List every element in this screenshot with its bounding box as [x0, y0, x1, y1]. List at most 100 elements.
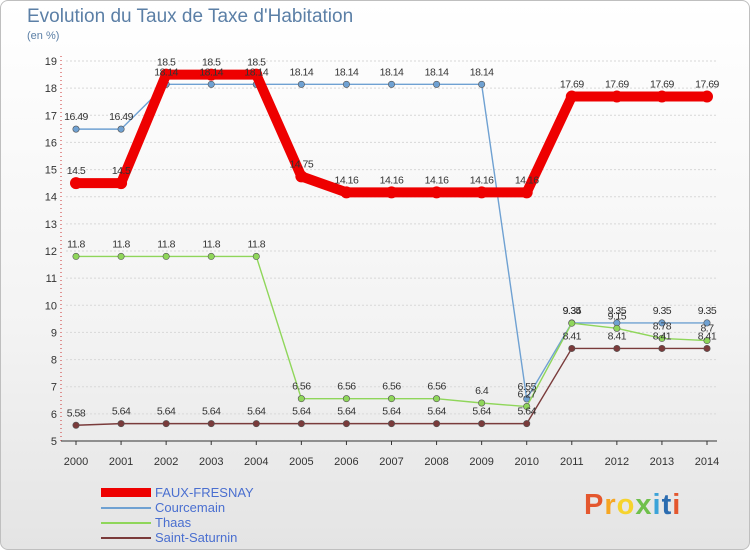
data-label: 11.8: [112, 238, 130, 250]
data-label: 6.27: [517, 389, 536, 401]
data-label: 11.8: [67, 238, 85, 250]
data-label: 5.64: [517, 406, 536, 418]
data-point: [297, 80, 305, 88]
data-label: 6.56: [337, 381, 356, 393]
data-point: [162, 420, 170, 428]
chart-subtitle: (en %): [27, 30, 60, 42]
data-label: 18.14: [470, 66, 494, 78]
x-tick-label: 2014: [695, 456, 719, 468]
y-tick-label: 15: [45, 165, 57, 177]
x-tick-label: 2006: [334, 456, 358, 468]
data-label: 8.41: [608, 330, 627, 342]
data-point: [655, 90, 668, 103]
data-label: 6.56: [382, 381, 401, 393]
logo-letter: r: [604, 489, 617, 521]
data-label: 9.35: [698, 305, 717, 317]
data-point: [117, 125, 125, 133]
data-point: [70, 177, 82, 190]
data-label: 16.49: [64, 111, 88, 123]
data-point: [342, 395, 350, 403]
y-tick-label: 11: [46, 273, 57, 285]
data-point: [385, 186, 398, 199]
data-point: [117, 252, 125, 260]
y-tick-label: 6: [51, 409, 57, 421]
data-label: 5.64: [112, 406, 131, 418]
data-label: 18.14: [289, 66, 313, 78]
data-label: 18.14: [380, 66, 404, 78]
data-point: [523, 420, 531, 428]
logo-letter: P: [584, 489, 605, 521]
legend-swatch: [101, 537, 151, 539]
data-point: [613, 344, 621, 352]
data-label: 6.56: [292, 381, 311, 393]
chart-title: Evolution du Taux de Taxe d'Habitation: [27, 6, 354, 27]
data-point: [160, 68, 173, 81]
data-label: 14.5: [67, 165, 86, 177]
series-lines: [70, 68, 713, 429]
y-tick-label: 16: [45, 137, 57, 149]
x-tick-label: 2012: [605, 456, 629, 468]
logo-letter: t: [661, 489, 673, 521]
data-point: [433, 80, 441, 88]
data-label: 5.64: [157, 406, 176, 418]
data-label: 5.58: [67, 407, 86, 419]
data-point: [387, 80, 395, 88]
data-label: 18.14: [425, 66, 449, 78]
data-label: 11.8: [202, 238, 220, 250]
y-tick-label: 12: [45, 246, 57, 258]
data-point: [72, 252, 80, 260]
data-point: [252, 420, 260, 428]
data-label: 18.5: [157, 57, 176, 69]
x-tick-label: 2004: [244, 456, 268, 468]
data-label: 9.15: [608, 310, 627, 322]
y-tick-label: 9: [51, 327, 57, 339]
data-point: [342, 420, 350, 428]
data-point: [207, 252, 215, 260]
data-point: [297, 420, 305, 428]
data-label: 8.7: [700, 323, 714, 335]
legend-label: Thaas: [155, 515, 192, 530]
data-point: [658, 344, 666, 352]
legend-swatch: [101, 522, 151, 524]
data-label: 14.5: [112, 165, 131, 177]
logo-letter: i: [672, 489, 682, 521]
proxiti-logo: Proxiti: [584, 489, 681, 522]
data-label: 17.69: [695, 79, 719, 91]
x-tick-label: 2011: [560, 456, 584, 468]
data-labels: 16.49 16.49 18.14 18.14 18.14 18.14 18.14 18.14…: [64, 57, 720, 420]
legend-label: Courcemain: [155, 500, 226, 515]
data-point: [478, 420, 486, 428]
data-point: [430, 186, 443, 199]
data-point: [703, 319, 711, 327]
y-tick-label: 17: [45, 110, 57, 122]
y-tick-label: 7: [51, 382, 57, 394]
data-point: [340, 186, 353, 199]
data-point: [205, 68, 218, 81]
x-tick-label: 2009: [469, 456, 493, 468]
data-point: [478, 399, 486, 407]
data-point: [565, 90, 578, 103]
y-tick-label: 10: [45, 300, 57, 312]
data-point: [250, 68, 263, 81]
data-point: [207, 420, 215, 428]
data-label: 18.5: [247, 57, 266, 69]
data-label: 8.41: [653, 330, 672, 342]
data-label: 5.64: [472, 406, 491, 418]
x-tick-label: 2008: [424, 456, 448, 468]
data-label: 5.64: [202, 406, 221, 418]
data-label: 14.16: [470, 174, 494, 186]
data-point: [658, 334, 666, 342]
x-tick-label: 2000: [64, 456, 88, 468]
x-tick-label: 2005: [289, 456, 313, 468]
data-label: 6.4: [475, 385, 489, 397]
axes: 5 6 7 8 9 10 11 12 13 14 15 16 17 18 19 2000 2001 2002 200…: [45, 56, 719, 468]
data-label: 6.56: [427, 381, 446, 393]
data-point: [72, 421, 80, 429]
data-label: 14.16: [380, 174, 404, 186]
data-label: 11.8: [157, 238, 175, 250]
data-label: 17.69: [650, 79, 674, 91]
data-point: [342, 80, 350, 88]
data-point: [475, 186, 488, 199]
